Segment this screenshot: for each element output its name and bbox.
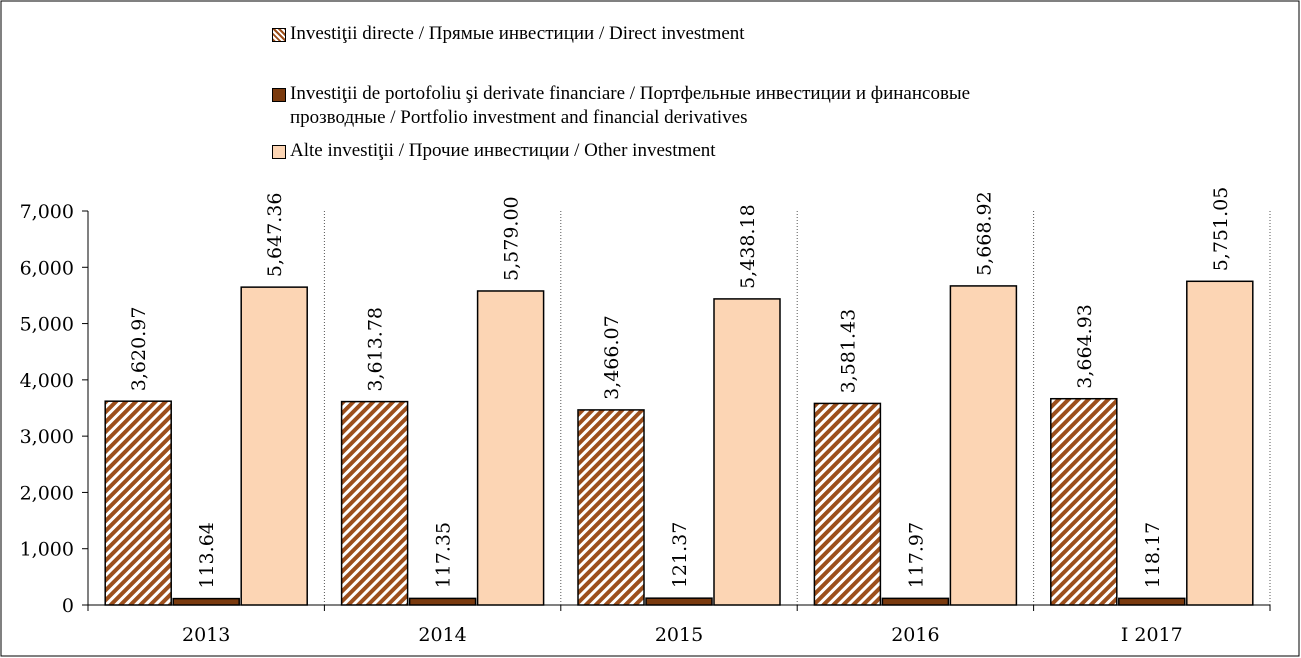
data-label: 5,438.18 xyxy=(737,204,759,289)
bar xyxy=(645,597,713,606)
bar xyxy=(713,298,781,606)
bar xyxy=(577,409,645,606)
data-label: 118.17 xyxy=(1142,522,1164,588)
data-label: 3,466.07 xyxy=(601,315,623,400)
data-label: 5,579.00 xyxy=(501,196,523,281)
data-label: 5,647.36 xyxy=(264,193,286,278)
y-tick-label: 2,000 xyxy=(20,482,74,504)
y-tick-label: 7,000 xyxy=(20,201,74,223)
bar xyxy=(813,402,882,606)
y-tick-label: 0 xyxy=(62,595,74,617)
data-label: 117.35 xyxy=(433,522,455,588)
y-tick-label: 3,000 xyxy=(20,426,74,448)
data-label: 117.97 xyxy=(905,522,927,588)
x-tick-label: 2014 xyxy=(418,624,466,646)
bar xyxy=(340,400,409,606)
data-label: 5,751.05 xyxy=(1210,187,1232,272)
bar xyxy=(408,597,477,606)
x-tick-label: 2016 xyxy=(891,624,939,646)
bar xyxy=(949,285,1018,606)
legend-label: Alte investiţii / Прочие инвестиции / Ot… xyxy=(290,140,716,161)
legend-swatch xyxy=(272,145,286,159)
data-label: 5,668.92 xyxy=(973,191,995,276)
y-tick-label: 5,000 xyxy=(20,314,74,336)
data-label: 3,581.43 xyxy=(837,309,859,394)
x-tick-label: 2013 xyxy=(182,624,230,646)
legend-label: Investiţii de portofoliu şi derivate fin… xyxy=(290,83,971,128)
bar xyxy=(172,597,240,606)
bar xyxy=(1118,597,1186,606)
legend-entry: Investiţii de portofoliu şi derivate fin… xyxy=(272,82,1047,130)
legend-swatch xyxy=(272,88,286,102)
data-label: 3,620.97 xyxy=(128,307,150,392)
legend-entry: Investiţii directe / Прямые инвестиции /… xyxy=(272,22,1047,46)
data-label: 113.64 xyxy=(196,522,218,588)
y-tick-label: 1,000 xyxy=(20,539,74,561)
x-tick-label: 2015 xyxy=(655,624,703,646)
data-label: 121.37 xyxy=(669,522,691,588)
data-label: 3,664.93 xyxy=(1074,304,1096,389)
legend-swatch xyxy=(272,28,286,42)
bar xyxy=(476,290,545,606)
bar xyxy=(240,286,308,606)
bar xyxy=(104,400,172,606)
legend-label: Investiţii directe / Прямые инвестиции /… xyxy=(290,23,745,44)
y-tick-label: 6,000 xyxy=(20,257,74,279)
x-tick-label: I 2017 xyxy=(1121,624,1183,646)
bar xyxy=(881,597,950,606)
bar xyxy=(1050,397,1118,606)
y-tick-label: 4,000 xyxy=(20,370,74,392)
legend-entry: Alte investiţii / Прочие инвестиции / Ot… xyxy=(272,139,1047,163)
bar xyxy=(1186,280,1254,606)
data-label: 3,613.78 xyxy=(365,307,387,392)
